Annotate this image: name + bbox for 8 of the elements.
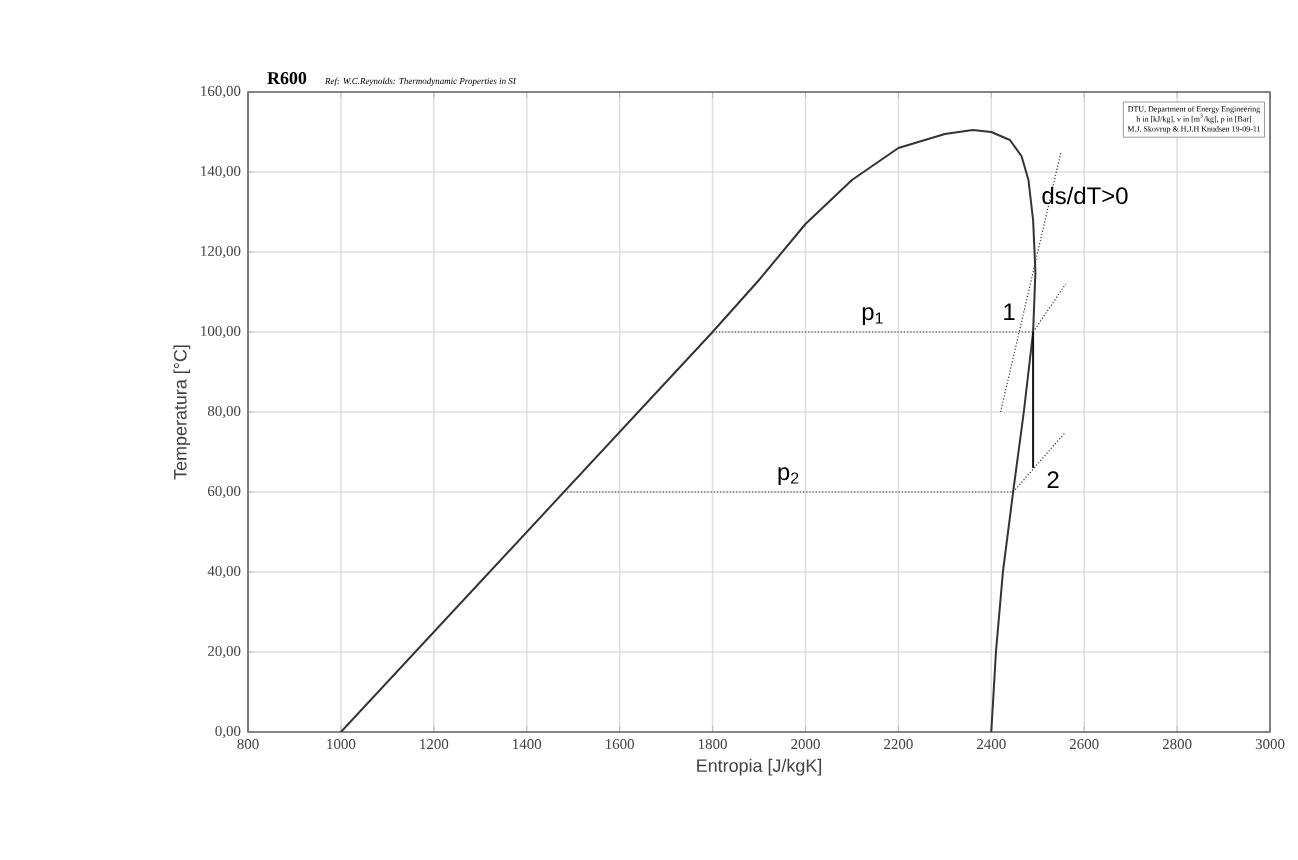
y-axis-title: Temperatura [°C] [173,345,191,480]
annotation: p$_{2}$ [778,467,799,485]
x-axis-title: Entropia [J/kgK] [697,758,822,776]
annotation: ds/dT>0 [1042,186,1128,205]
chart-title: R600 [267,72,307,85]
annotation: 1 [1004,303,1015,320]
annotation: p$_{1}$ [862,307,883,325]
annotation: 2 [1047,471,1059,488]
